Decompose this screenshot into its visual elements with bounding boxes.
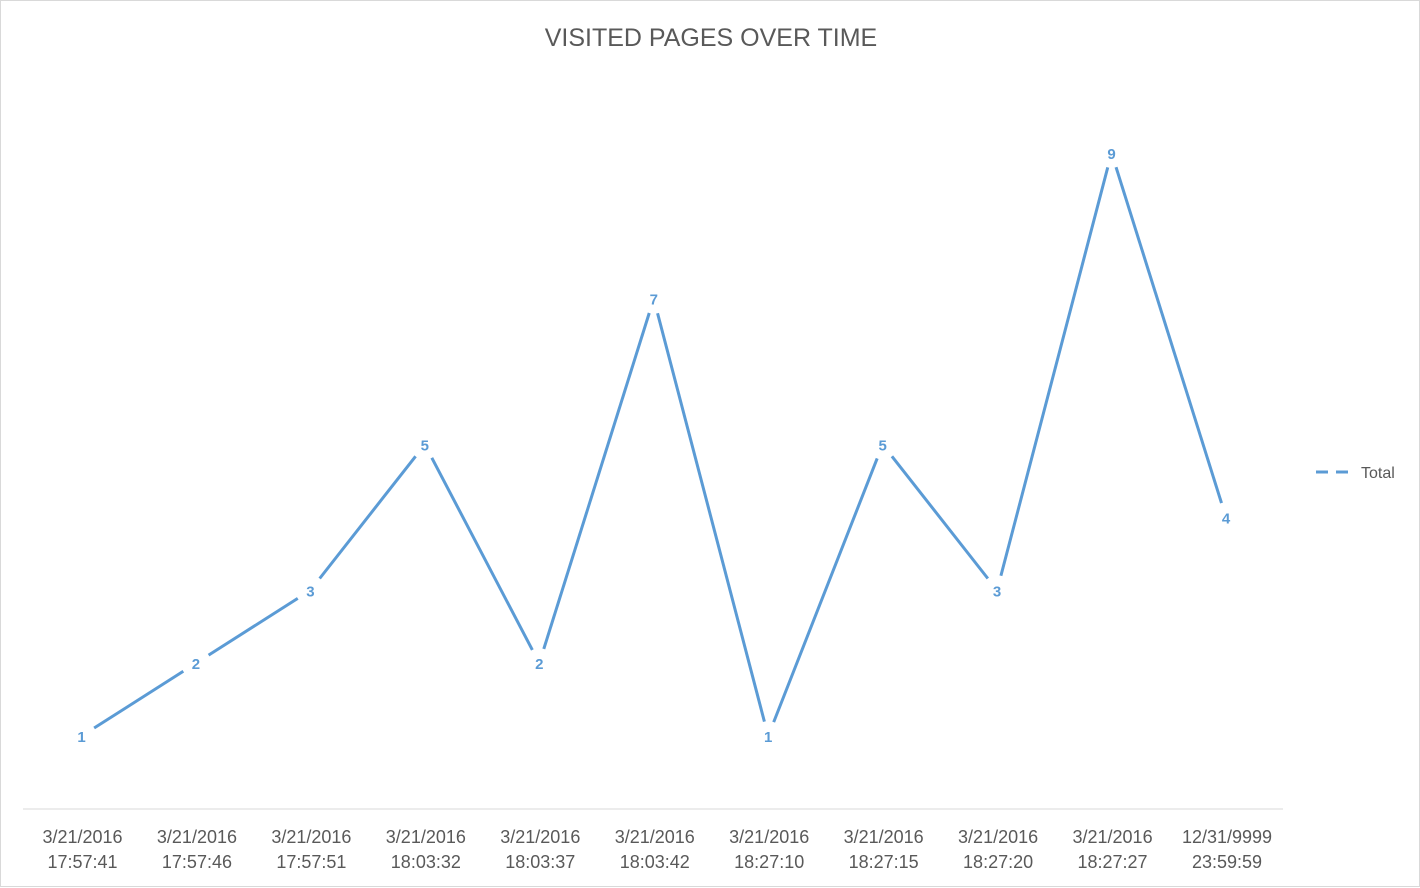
x-tick-label: 3/21/2016 18:03:37 bbox=[500, 827, 580, 872]
series-segment bbox=[542, 312, 651, 650]
x-tick-label: 3/21/2016 18:27:15 bbox=[844, 827, 924, 872]
data-label: 2 bbox=[535, 656, 543, 673]
data-label: 4 bbox=[1222, 510, 1231, 527]
data-label: 3 bbox=[306, 583, 314, 600]
x-tick-label: 3/21/2016 17:57:51 bbox=[271, 827, 351, 872]
series-segment bbox=[890, 455, 990, 580]
data-label: 5 bbox=[878, 438, 886, 455]
series-segment bbox=[1114, 166, 1223, 504]
series-segment bbox=[999, 167, 1110, 577]
series-segment bbox=[207, 597, 299, 657]
x-tick-label: 3/21/2016 17:57:41 bbox=[42, 827, 122, 872]
legend-label: Total bbox=[1361, 465, 1395, 482]
data-label: 1 bbox=[764, 729, 772, 746]
x-tick-label: 3/21/2016 18:03:32 bbox=[386, 827, 466, 872]
x-tick-label: 12/31/9999 23:59:59 bbox=[1182, 827, 1272, 872]
data-label: 9 bbox=[1107, 146, 1115, 163]
series-segment bbox=[93, 669, 185, 730]
x-tick-label: 3/21/2016 18:27:27 bbox=[1073, 827, 1153, 872]
data-label: 1 bbox=[77, 729, 85, 746]
series-segment bbox=[430, 457, 534, 651]
series-segment bbox=[318, 455, 417, 580]
x-tick-label: 3/21/2016 18:03:42 bbox=[615, 827, 695, 872]
series-segment bbox=[656, 312, 766, 722]
data-label: 5 bbox=[421, 438, 429, 455]
legend: Total bbox=[1316, 465, 1395, 482]
x-tick-label: 3/21/2016 18:27:20 bbox=[958, 827, 1038, 872]
x-tick-label: 3/21/2016 18:27:10 bbox=[729, 827, 809, 872]
data-label: 7 bbox=[650, 292, 658, 309]
data-label: 2 bbox=[192, 656, 200, 673]
x-tick-label: 3/21/2016 17:57:46 bbox=[157, 827, 237, 872]
chart-title: VISITED PAGES OVER TIME bbox=[545, 24, 877, 52]
series-segment bbox=[772, 457, 879, 723]
data-label: 3 bbox=[993, 583, 1001, 600]
